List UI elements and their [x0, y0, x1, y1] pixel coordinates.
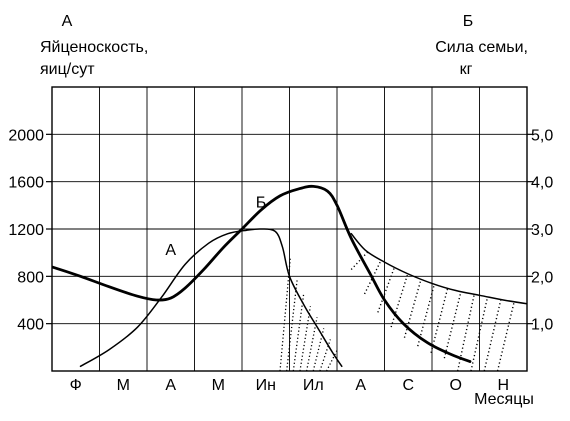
ticks	[46, 133, 533, 325]
hatch-line-b	[417, 283, 436, 347]
month-label: Ин	[256, 377, 276, 394]
series-line-2	[350, 232, 527, 305]
hatch-line-b	[350, 251, 369, 271]
right-tick-label: 1,0	[531, 317, 553, 334]
hatch-line-a	[279, 256, 292, 371]
left-tick-label: 400	[17, 317, 44, 334]
hatch-line-b	[496, 301, 515, 371]
right-tick-label: 4,0	[531, 175, 553, 192]
month-label: Ил	[303, 377, 324, 394]
right-axis-title: Сила семьи,	[435, 39, 528, 56]
hatch-line-b	[390, 273, 409, 328]
left-tick-label: 2000	[8, 127, 44, 144]
left-axis-unit: яиц/сут	[40, 61, 95, 78]
month-labels: Ф М А М Ин Ил А С О Н	[70, 377, 509, 394]
hatch-line-b	[377, 266, 396, 313]
hatch-line-a	[319, 339, 331, 371]
left-axis-letter: А	[62, 13, 73, 30]
series-line-1	[52, 184, 472, 363]
month-label: Ф	[70, 377, 82, 394]
right-axis-unit: кг	[460, 61, 473, 78]
grid	[52, 87, 527, 371]
hatch-line-b	[456, 294, 475, 371]
hatch-line-b	[483, 299, 502, 371]
series-a-label: А	[165, 242, 176, 259]
month-label: А	[355, 377, 366, 394]
series-line-0	[79, 228, 343, 368]
right-tick-label: 2,0	[531, 269, 553, 286]
right-tick-label: 3,0	[531, 222, 553, 239]
month-label: М	[212, 377, 225, 394]
hatch-line-b	[443, 291, 462, 359]
hatch-line-a	[286, 280, 298, 371]
hatch-line-a	[325, 350, 338, 371]
right-tick-labels: 1,0 2,0 3,0 4,0 5,0	[531, 127, 553, 333]
series-b-label: Б	[256, 195, 267, 212]
hatch-line-b	[363, 259, 382, 295]
hatch-line-a	[299, 306, 312, 371]
left-tick-label: 1600	[8, 175, 44, 192]
x-axis-label: Месяцы	[474, 391, 534, 408]
right-tick-label: 5,0	[531, 127, 553, 144]
month-label: М	[117, 377, 130, 394]
left-tick-labels: 400 800 1200 1600 2000	[8, 127, 44, 333]
hatch-line-a	[292, 293, 305, 371]
hatch-line-b	[403, 278, 422, 338]
month-label: О	[450, 377, 462, 394]
left-tick-label: 1200	[8, 222, 44, 239]
series-lines	[52, 184, 527, 368]
left-axis-title: Яйценоскость,	[40, 39, 148, 56]
right-axis-letter: Б	[463, 13, 474, 30]
hatch-line-b	[430, 287, 449, 353]
month-label: Н	[497, 377, 509, 394]
month-label: А	[165, 377, 176, 394]
left-tick-label: 800	[17, 269, 44, 286]
hatching	[279, 251, 515, 371]
month-label: С	[402, 377, 414, 394]
